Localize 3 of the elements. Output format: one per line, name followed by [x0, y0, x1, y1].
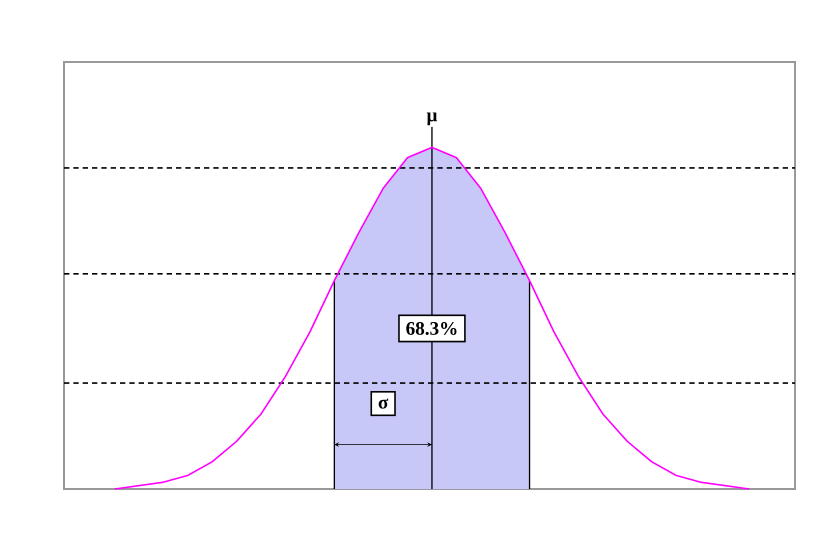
annotation: σ — [378, 398, 388, 409]
text: μ — [426, 112, 438, 126]
annotation: 68.3% — [406, 322, 456, 335]
